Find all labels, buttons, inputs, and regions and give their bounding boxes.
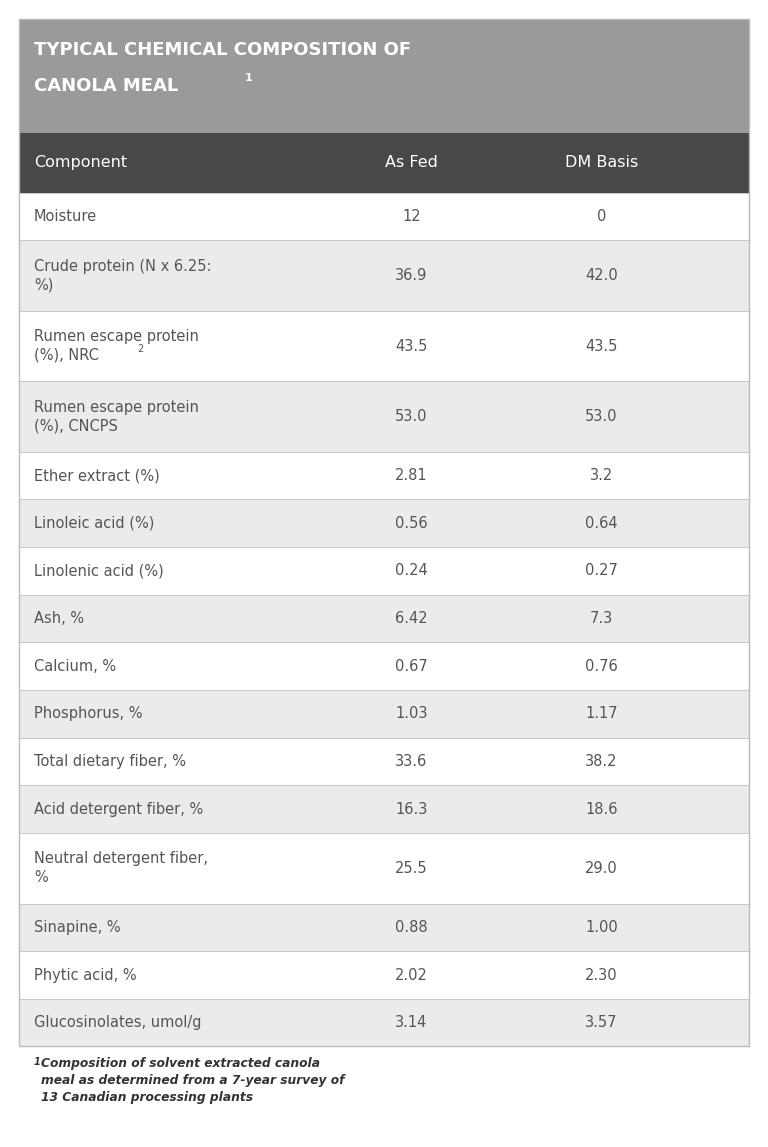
Text: 6.42: 6.42 <box>395 611 428 626</box>
Text: (%), NRC: (%), NRC <box>34 348 98 362</box>
Text: Crude protein (N x 6.25:: Crude protein (N x 6.25: <box>34 259 211 274</box>
Bar <box>19 786 749 833</box>
Bar <box>19 499 749 547</box>
Text: 36.9: 36.9 <box>396 268 428 283</box>
Text: Composition of solvent extracted canola
meal as determined from a 7-year survey : Composition of solvent extracted canola … <box>41 1056 345 1103</box>
Text: Moisture: Moisture <box>34 209 97 224</box>
Text: Acid detergent fiber, %: Acid detergent fiber, % <box>34 802 203 817</box>
Text: 42.0: 42.0 <box>585 268 617 283</box>
Text: 3.57: 3.57 <box>585 1015 617 1030</box>
Bar <box>19 690 749 738</box>
Text: %: % <box>34 871 48 885</box>
Text: 33.6: 33.6 <box>396 754 428 768</box>
Text: 29.0: 29.0 <box>585 860 617 876</box>
Text: 53.0: 53.0 <box>396 409 428 424</box>
Text: Ash, %: Ash, % <box>34 611 84 626</box>
Text: Neutral detergent fiber,: Neutral detergent fiber, <box>34 851 208 866</box>
Bar <box>19 999 749 1046</box>
Bar <box>19 738 749 786</box>
Bar <box>19 642 749 690</box>
Text: Component: Component <box>34 155 127 170</box>
Bar <box>19 547 749 595</box>
Text: 0: 0 <box>597 209 606 224</box>
Bar <box>19 18 749 133</box>
Text: 53.0: 53.0 <box>585 409 617 424</box>
Text: 7.3: 7.3 <box>590 611 613 626</box>
Bar <box>19 311 749 381</box>
Bar <box>19 133 749 193</box>
Text: 1: 1 <box>245 72 253 83</box>
Text: Phosphorus, %: Phosphorus, % <box>34 707 142 721</box>
Bar <box>19 951 749 999</box>
Bar <box>19 595 749 642</box>
Text: Linoleic acid (%): Linoleic acid (%) <box>34 516 154 531</box>
Text: 43.5: 43.5 <box>396 338 428 353</box>
Text: 0.67: 0.67 <box>395 658 428 673</box>
Text: Sinapine, %: Sinapine, % <box>34 920 121 935</box>
Text: Rumen escape protein: Rumen escape protein <box>34 399 199 415</box>
Text: 12: 12 <box>402 209 421 224</box>
Bar <box>19 18 749 1046</box>
Text: 3.14: 3.14 <box>396 1015 428 1030</box>
Text: 0.64: 0.64 <box>585 516 617 531</box>
Text: Rumen escape protein: Rumen escape protein <box>34 329 199 344</box>
Text: %): %) <box>34 278 53 292</box>
Bar <box>19 381 749 452</box>
Text: DM Basis: DM Basis <box>564 155 638 170</box>
Text: Phytic acid, %: Phytic acid, % <box>34 968 137 983</box>
Text: 1.03: 1.03 <box>396 707 428 721</box>
Text: Ether extract (%): Ether extract (%) <box>34 468 160 483</box>
Text: 0.56: 0.56 <box>395 516 428 531</box>
Text: 1.00: 1.00 <box>585 920 617 935</box>
Text: Linolenic acid (%): Linolenic acid (%) <box>34 563 164 578</box>
Text: 2.81: 2.81 <box>395 468 428 483</box>
Bar <box>19 193 749 241</box>
Text: 1: 1 <box>34 1056 41 1067</box>
Text: 38.2: 38.2 <box>585 754 617 768</box>
Text: Total dietary fiber, %: Total dietary fiber, % <box>34 754 186 768</box>
Text: 16.3: 16.3 <box>396 802 428 817</box>
Text: Calcium, %: Calcium, % <box>34 658 116 673</box>
Text: 2: 2 <box>137 344 144 354</box>
Text: 0.27: 0.27 <box>585 563 617 578</box>
Text: 0.88: 0.88 <box>395 920 428 935</box>
Text: As Fed: As Fed <box>385 155 438 170</box>
Text: 0.76: 0.76 <box>585 658 617 673</box>
Text: 3.2: 3.2 <box>590 468 613 483</box>
Text: 2.30: 2.30 <box>585 968 617 983</box>
Text: Glucosinolates, umol/g: Glucosinolates, umol/g <box>34 1015 201 1030</box>
Text: 0.24: 0.24 <box>395 563 428 578</box>
Text: 25.5: 25.5 <box>395 860 428 876</box>
Bar <box>19 904 749 951</box>
Text: 1.17: 1.17 <box>585 707 617 721</box>
Bar <box>19 241 749 311</box>
Text: 18.6: 18.6 <box>585 802 617 817</box>
Bar <box>19 452 749 499</box>
Text: 43.5: 43.5 <box>585 338 617 353</box>
Text: 2.02: 2.02 <box>395 968 428 983</box>
Text: (%), CNCPS: (%), CNCPS <box>34 419 118 434</box>
Text: CANOLA MEAL: CANOLA MEAL <box>34 77 178 95</box>
Text: TYPICAL CHEMICAL COMPOSITION OF: TYPICAL CHEMICAL COMPOSITION OF <box>34 41 411 60</box>
Bar <box>19 833 749 904</box>
